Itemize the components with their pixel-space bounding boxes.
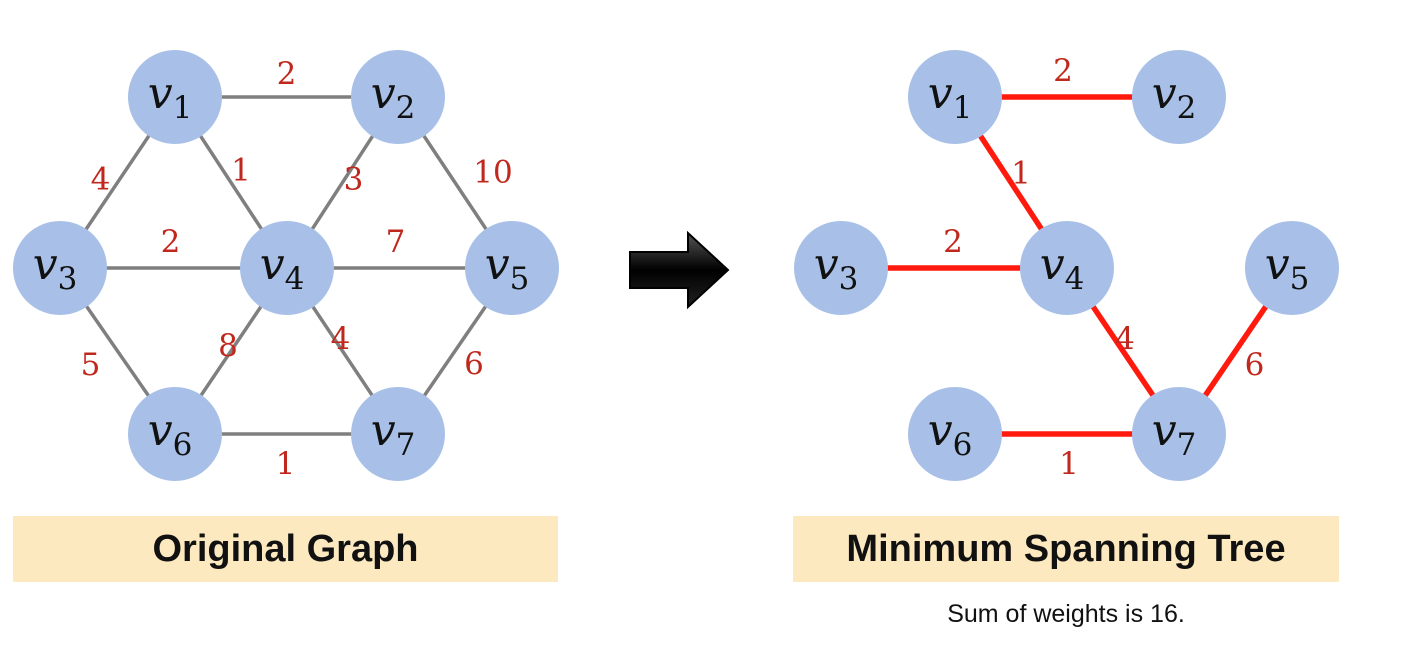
original-node-circle bbox=[240, 221, 334, 315]
mst-nodes: v1 v2 v3 v4 v5 v6 v7 bbox=[794, 50, 1339, 481]
original-weight-v2-v4: 3 bbox=[344, 162, 364, 198]
original-node-circle bbox=[13, 221, 107, 315]
mst-node-v7: v7 bbox=[1132, 387, 1226, 481]
original-weight-v1-v3: 4 bbox=[91, 162, 111, 198]
original-weight-v2-v5: 10 bbox=[473, 155, 512, 191]
original-weight-v3-v4: 2 bbox=[161, 224, 181, 260]
original-node-v7: v7 bbox=[351, 387, 445, 481]
mst-node-label-v6: v6 bbox=[928, 405, 973, 463]
mst-weight-v1-v2: 2 bbox=[1053, 53, 1073, 89]
original-node-label-v2: v2 bbox=[371, 68, 416, 126]
original-weight-v4-v6: 8 bbox=[218, 328, 238, 364]
mst-weights: 2 1 2 4 6 1 bbox=[943, 53, 1264, 482]
mst-node-v3: v3 bbox=[794, 221, 888, 315]
mst-node-v2: v2 bbox=[1132, 50, 1226, 144]
mst-node-label-v2: v2 bbox=[1152, 68, 1197, 126]
mst-node-circle bbox=[908, 387, 1002, 481]
mst-weight-v1-v4: 1 bbox=[1011, 156, 1031, 192]
original-node-label-v7: v7 bbox=[371, 405, 416, 463]
original-node-v6: v6 bbox=[128, 387, 222, 481]
original-weight-v5-v7: 6 bbox=[464, 346, 484, 382]
original-node-label-v6: v6 bbox=[148, 405, 193, 463]
original-weight-v3-v6: 5 bbox=[81, 347, 101, 383]
mst-caption: Minimum Spanning Tree bbox=[793, 516, 1339, 582]
mst-weight-v3-v4: 2 bbox=[943, 224, 963, 260]
original-node-label-v5: v5 bbox=[485, 239, 530, 297]
original-graph-nodes: v1 v2 v3 v4 v5 v6 v7 bbox=[13, 50, 559, 481]
original-node-circle bbox=[128, 387, 222, 481]
original-node-v4: v4 bbox=[240, 221, 334, 315]
mst-node-circle bbox=[1132, 387, 1226, 481]
original-weight-v4-v5: 7 bbox=[386, 224, 406, 260]
mst-node-label-v7: v7 bbox=[1152, 405, 1197, 463]
mst-node-circle bbox=[1245, 221, 1339, 315]
mst-node-v6: v6 bbox=[908, 387, 1002, 481]
original-node-label-v3: v3 bbox=[33, 239, 78, 297]
original-node-circle bbox=[465, 221, 559, 315]
original-node-v2: v2 bbox=[351, 50, 445, 144]
mst-node-circle bbox=[794, 221, 888, 315]
mst-weight-v4-v7: 4 bbox=[1115, 321, 1135, 357]
mst-node-v5: v5 bbox=[1245, 221, 1339, 315]
original-node-circle bbox=[351, 387, 445, 481]
mst-node-label-v4: v4 bbox=[1040, 239, 1085, 297]
original-graph-caption: Original Graph bbox=[13, 516, 558, 582]
original-node-v3: v3 bbox=[13, 221, 107, 315]
original-weight-v6-v7: 1 bbox=[276, 446, 296, 482]
original-graph-caption-text: Original Graph bbox=[152, 527, 419, 570]
mst-node-label-v5: v5 bbox=[1265, 239, 1310, 297]
original-node-v5: v5 bbox=[465, 221, 559, 315]
sum-of-weights-note: Sum of weights is 16. bbox=[947, 600, 1185, 628]
original-node-circle bbox=[351, 50, 445, 144]
mst-node-circle bbox=[1132, 50, 1226, 144]
mst-caption-text: Minimum Spanning Tree bbox=[846, 527, 1286, 570]
original-graph-weights: 2 4 1 3 10 2 7 5 8 4 6 1 bbox=[81, 56, 513, 482]
mst-weight-v6-v7: 1 bbox=[1059, 446, 1079, 482]
original-node-label-v1: v1 bbox=[148, 68, 193, 126]
mst-node-v4: v4 bbox=[1020, 221, 1114, 315]
mst-weight-v5-v7: 6 bbox=[1245, 347, 1265, 383]
original-weight-v1-v2: 2 bbox=[277, 56, 297, 92]
original-node-v1: v1 bbox=[128, 50, 222, 144]
mst-node-v1: v1 bbox=[908, 50, 1002, 144]
mst-node-label-v3: v3 bbox=[814, 239, 859, 297]
original-weight-v4-v7: 4 bbox=[331, 321, 351, 357]
arrow-right-icon bbox=[629, 230, 730, 310]
mst-node-label-v1: v1 bbox=[928, 68, 973, 126]
mst-node-circle bbox=[1020, 221, 1114, 315]
mst-node-circle bbox=[908, 50, 1002, 144]
original-node-circle bbox=[128, 50, 222, 144]
original-weight-v1-v4: 1 bbox=[231, 153, 251, 189]
original-node-label-v4: v4 bbox=[260, 239, 305, 297]
